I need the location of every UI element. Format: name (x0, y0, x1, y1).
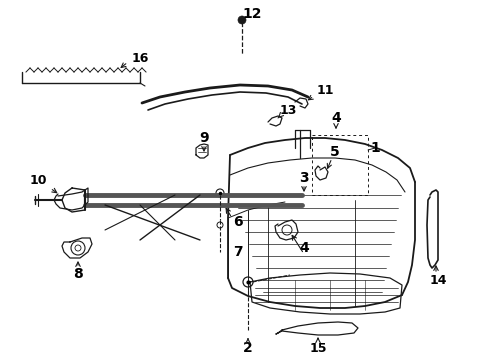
Text: 4: 4 (331, 111, 341, 125)
Text: 12: 12 (242, 7, 262, 21)
Text: 5: 5 (330, 145, 340, 159)
Text: 6: 6 (233, 215, 243, 229)
Text: 10: 10 (29, 174, 47, 186)
Text: 15: 15 (309, 342, 327, 355)
Text: 9: 9 (199, 131, 209, 145)
Text: 13: 13 (279, 104, 296, 117)
Text: 14: 14 (429, 274, 447, 287)
Circle shape (238, 16, 246, 24)
Text: 4: 4 (299, 241, 309, 255)
Text: 16: 16 (131, 51, 148, 64)
Text: 1: 1 (370, 141, 380, 155)
Text: 11: 11 (316, 84, 334, 96)
Text: 7: 7 (233, 245, 243, 259)
Text: 3: 3 (299, 171, 309, 185)
Text: 8: 8 (73, 267, 83, 281)
Text: 2: 2 (243, 341, 253, 355)
